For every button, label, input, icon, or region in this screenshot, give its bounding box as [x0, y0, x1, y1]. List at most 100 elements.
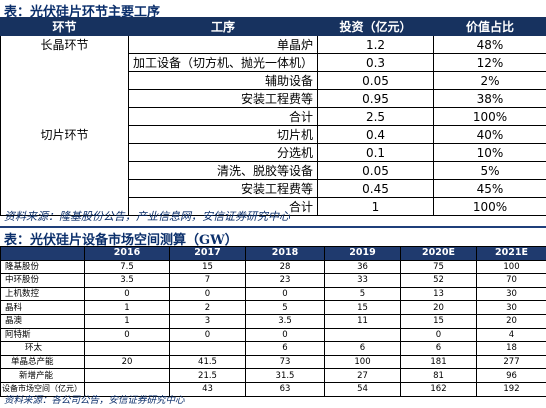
value-cell: 0 [245, 286, 325, 302]
table-row: 设备市场空间（亿元） 43 63 54 162 192 [0, 381, 546, 397]
investment-cell: 2.5 [317, 107, 434, 126]
value-cell: 15 [324, 300, 401, 315]
value-cell: 36 [324, 259, 401, 275]
value-cell: 277 [476, 354, 546, 370]
value-cell [169, 341, 246, 356]
value-cell: 13 [400, 286, 477, 302]
value-cell: 0 [400, 327, 477, 343]
header-year: 2019 [324, 246, 401, 261]
value-cell: 162 [400, 381, 477, 397]
process-cell: 单晶炉 [128, 35, 318, 54]
value-cell: 3.5 [84, 273, 170, 288]
investment-cell: 0.3 [317, 53, 434, 72]
value-cell: 4 [476, 327, 546, 343]
investment-cell: 0.95 [317, 89, 434, 108]
value-cell: 75 [400, 259, 477, 275]
header-investment: 投资（亿元） [317, 17, 434, 36]
value-cell: 81 [400, 368, 477, 383]
investment-cell: 0.4 [317, 125, 434, 144]
value-cell: 21.5 [169, 368, 246, 383]
value-cell: 27 [324, 368, 401, 383]
value-cell: 100 [476, 259, 546, 275]
value-cell: 63 [245, 381, 325, 397]
header-year: 2016 [84, 246, 170, 261]
segment-cell [0, 161, 129, 180]
table-row: 中环股份 3.5 7 23 33 52 70 [0, 273, 546, 288]
value-cell: 33 [324, 273, 401, 288]
table1-header-row: 环节 工序 投资（亿元） 价值占比 [0, 17, 546, 36]
header-process: 工序 [128, 17, 318, 36]
section-divider [0, 226, 546, 228]
share-cell: 40% [433, 125, 546, 144]
segment-cell [0, 53, 129, 72]
segment-cell [0, 143, 129, 162]
process-cell: 合计 [128, 107, 318, 126]
share-cell: 48% [433, 35, 546, 54]
table-row: 加工设备（切方机、抛光一体机） 0.3 12% [0, 53, 546, 72]
value-cell: 1 [84, 300, 170, 315]
share-cell: 100% [433, 197, 546, 216]
value-cell: 0 [84, 327, 170, 343]
value-cell: 100 [324, 354, 401, 370]
table-row: 晶科 1 2 5 15 20 30 [0, 300, 546, 315]
value-cell: 6 [324, 341, 401, 356]
value-cell [324, 327, 401, 343]
value-cell: 41.5 [169, 354, 246, 370]
segment-label: 长晶环节 [0, 35, 129, 54]
value-cell: 28 [245, 259, 325, 275]
header-year: 2017 [169, 246, 246, 261]
row-label: 晶澳 [0, 313, 85, 329]
table2-source-note: 资料来源：各公司公告，安信证券研究中心 [4, 395, 185, 406]
share-cell: 10% [433, 143, 546, 162]
table-row: 清洗、脱胶等设备 0.05 5% [0, 161, 546, 180]
value-cell: 1 [84, 313, 170, 329]
value-cell: 54 [324, 381, 401, 397]
investment-cell: 0.05 [317, 71, 434, 90]
table-row: 合计 1 100% [0, 197, 546, 216]
table-row: 晶澳 1 3 3.5 11 15 20 [0, 313, 546, 329]
table-row: 新增产能 21.5 31.5 27 81 96 [0, 368, 546, 383]
share-cell: 12% [433, 53, 546, 72]
table-row: 上机数控 0 0 0 5 13 30 [0, 286, 546, 302]
value-cell: 5 [245, 300, 325, 315]
process-cell: 加工设备（切方机、抛光一体机） [128, 53, 318, 72]
row-label: 单晶总产能 [0, 354, 85, 370]
row-label: 环太 [0, 341, 85, 356]
header-year: 2021E [476, 246, 546, 261]
value-cell: 0 [84, 286, 170, 302]
value-cell: 5 [324, 286, 401, 302]
value-cell: 7.5 [84, 259, 170, 275]
segment-cell [0, 89, 129, 108]
investment-cell: 0.05 [317, 161, 434, 180]
share-cell: 38% [433, 89, 546, 108]
header-segment: 环节 [0, 17, 129, 36]
table-row: 切片环节 切片机 0.4 40% [0, 125, 546, 144]
row-label: 上机数控 [0, 286, 85, 302]
table-row: 阿特斯 0 0 0 0 4 [0, 327, 546, 343]
value-cell: 7 [169, 273, 246, 288]
table-row: 环太 6 6 6 18 [0, 341, 546, 356]
value-cell: 15 [400, 313, 477, 329]
segment-cell [0, 71, 129, 90]
table2-title: 表：光伏硅片设备市场空间测算（GW） [4, 233, 238, 248]
value-cell: 73 [245, 354, 325, 370]
share-cell: 100% [433, 107, 546, 126]
row-label: 中环股份 [0, 273, 85, 288]
table-row: 长晶环节 单晶炉 1.2 48% [0, 35, 546, 54]
row-label: 新增产能 [0, 368, 85, 383]
value-cell: 181 [400, 354, 477, 370]
table-row: 安装工程费等 0.45 45% [0, 179, 546, 198]
segment-label: 切片环节 [0, 125, 129, 144]
table2-header-row: 2016 2017 2018 2019 2020E 2021E [0, 246, 546, 261]
row-label: 阿特斯 [0, 327, 85, 343]
value-cell: 18 [476, 341, 546, 356]
table-row: 安装工程费等 0.95 38% [0, 89, 546, 108]
header-corner [0, 246, 85, 261]
table-row: 分选机 0.1 10% [0, 143, 546, 162]
share-cell: 5% [433, 161, 546, 180]
wafer-equipment-market-table: 2016 2017 2018 2019 2020E 2021E 隆基股份 7.5… [0, 246, 546, 397]
share-cell: 45% [433, 179, 546, 198]
value-cell: 2 [169, 300, 246, 315]
header-share: 价值占比 [433, 17, 546, 36]
value-cell: 23 [245, 273, 325, 288]
